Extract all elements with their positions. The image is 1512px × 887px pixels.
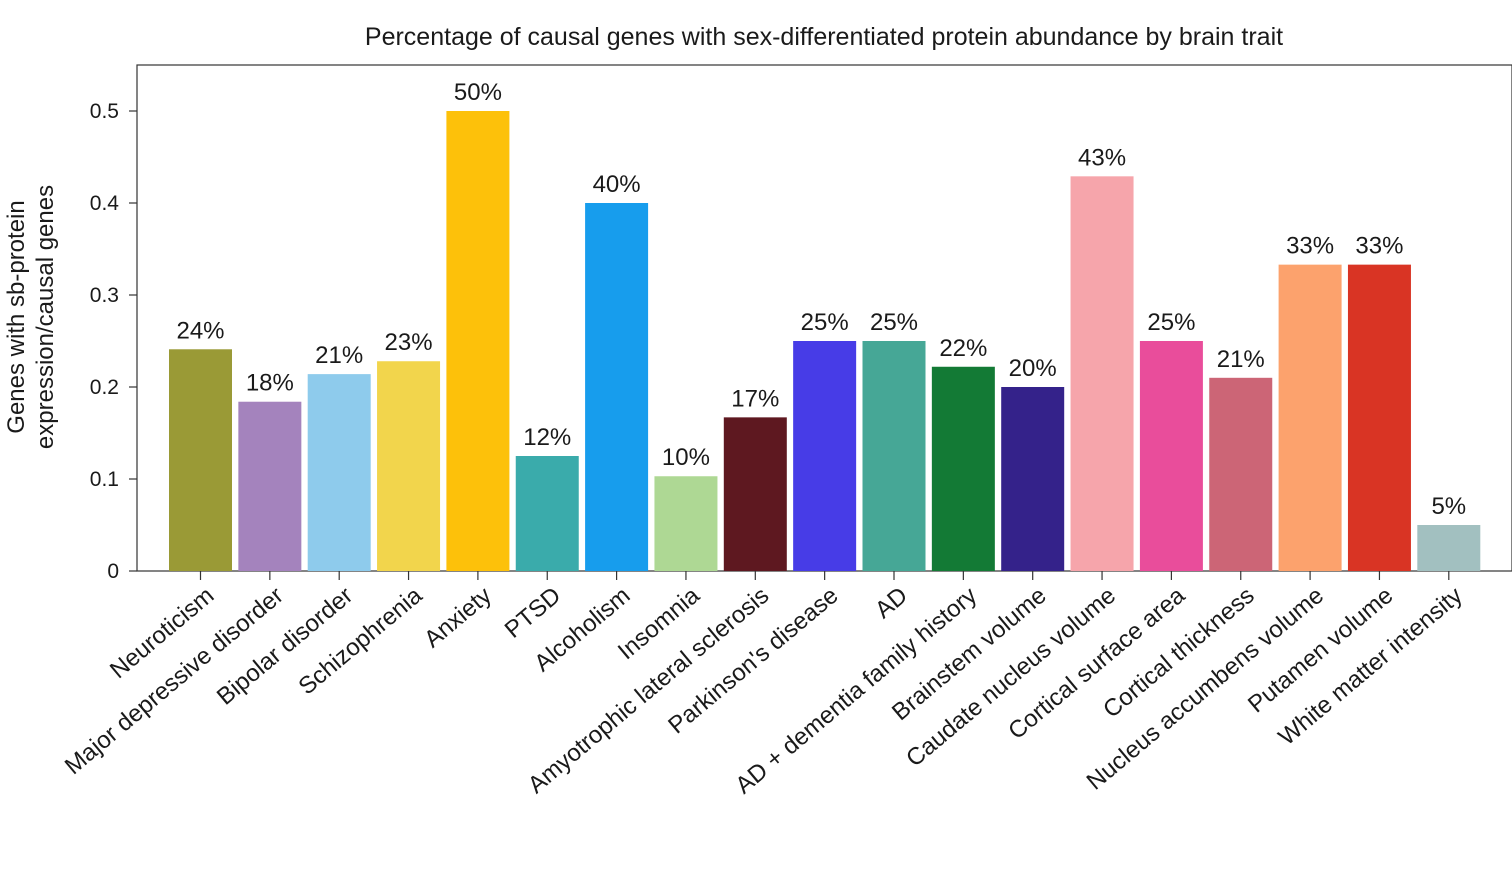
- y-tick-label: 0.5: [90, 100, 119, 123]
- bar: [1209, 377, 1273, 571]
- bar: [723, 417, 787, 571]
- bar: [1278, 264, 1342, 571]
- bar: [307, 374, 371, 571]
- data-label: 10%: [662, 444, 710, 471]
- bar: [1070, 176, 1134, 571]
- data-label: 25%: [870, 309, 918, 336]
- data-labels: 24% 18% 21% 23% 50% 12% 40% 10% 17% 25% 25% 22% 20% 4…: [176, 79, 1466, 520]
- bar: [169, 349, 232, 571]
- data-label: 24%: [176, 317, 224, 344]
- bar: [585, 203, 649, 571]
- data-label: 23%: [385, 329, 433, 356]
- bar: [793, 341, 857, 571]
- y-axis-label-line-1: Genes with sb-protein: [3, 200, 30, 433]
- x-tick-label: AD: [870, 582, 913, 624]
- bar: [515, 456, 579, 571]
- data-label: 22%: [939, 335, 987, 362]
- y-tick-label: 0.2: [90, 376, 119, 399]
- bar: [1417, 525, 1481, 571]
- data-label: 20%: [1009, 355, 1057, 382]
- bar: [1347, 264, 1411, 571]
- bar: [1139, 341, 1203, 571]
- chart-title: Percentage of causal genes with sex-diff…: [365, 23, 1283, 51]
- bar: [238, 401, 302, 571]
- y-tick-label: 0: [107, 560, 119, 583]
- data-label: 18%: [246, 370, 294, 397]
- y-tick-label: 0.3: [90, 284, 119, 307]
- data-label: 12%: [523, 424, 571, 451]
- y-axis: 0 0.1 0.2 0.3 0.4 0.5: [90, 100, 137, 583]
- x-tick-label: Anxiety: [419, 582, 497, 653]
- bar: [862, 341, 926, 571]
- data-label: 25%: [801, 309, 849, 336]
- data-label: 43%: [1078, 144, 1126, 171]
- bar: [446, 111, 510, 571]
- x-tick-label: Schizophrenia: [294, 582, 428, 701]
- data-label: 5%: [1431, 493, 1466, 520]
- data-label: 50%: [454, 79, 502, 106]
- data-label: 25%: [1147, 309, 1195, 336]
- data-label: 33%: [1286, 233, 1334, 260]
- bar: [654, 476, 718, 571]
- data-label: 40%: [593, 171, 641, 198]
- data-label: 17%: [731, 385, 779, 412]
- bar: [1001, 387, 1065, 571]
- bar: [377, 361, 441, 571]
- bars: [169, 111, 1481, 571]
- data-label: 21%: [315, 342, 363, 369]
- y-axis-label-line-2: expression/causal genes: [32, 185, 59, 449]
- data-label: 33%: [1355, 233, 1403, 260]
- data-label: 21%: [1217, 346, 1265, 373]
- y-tick-label: 0.4: [90, 192, 120, 215]
- bar: [931, 366, 995, 571]
- y-tick-label: 0.1: [90, 468, 119, 491]
